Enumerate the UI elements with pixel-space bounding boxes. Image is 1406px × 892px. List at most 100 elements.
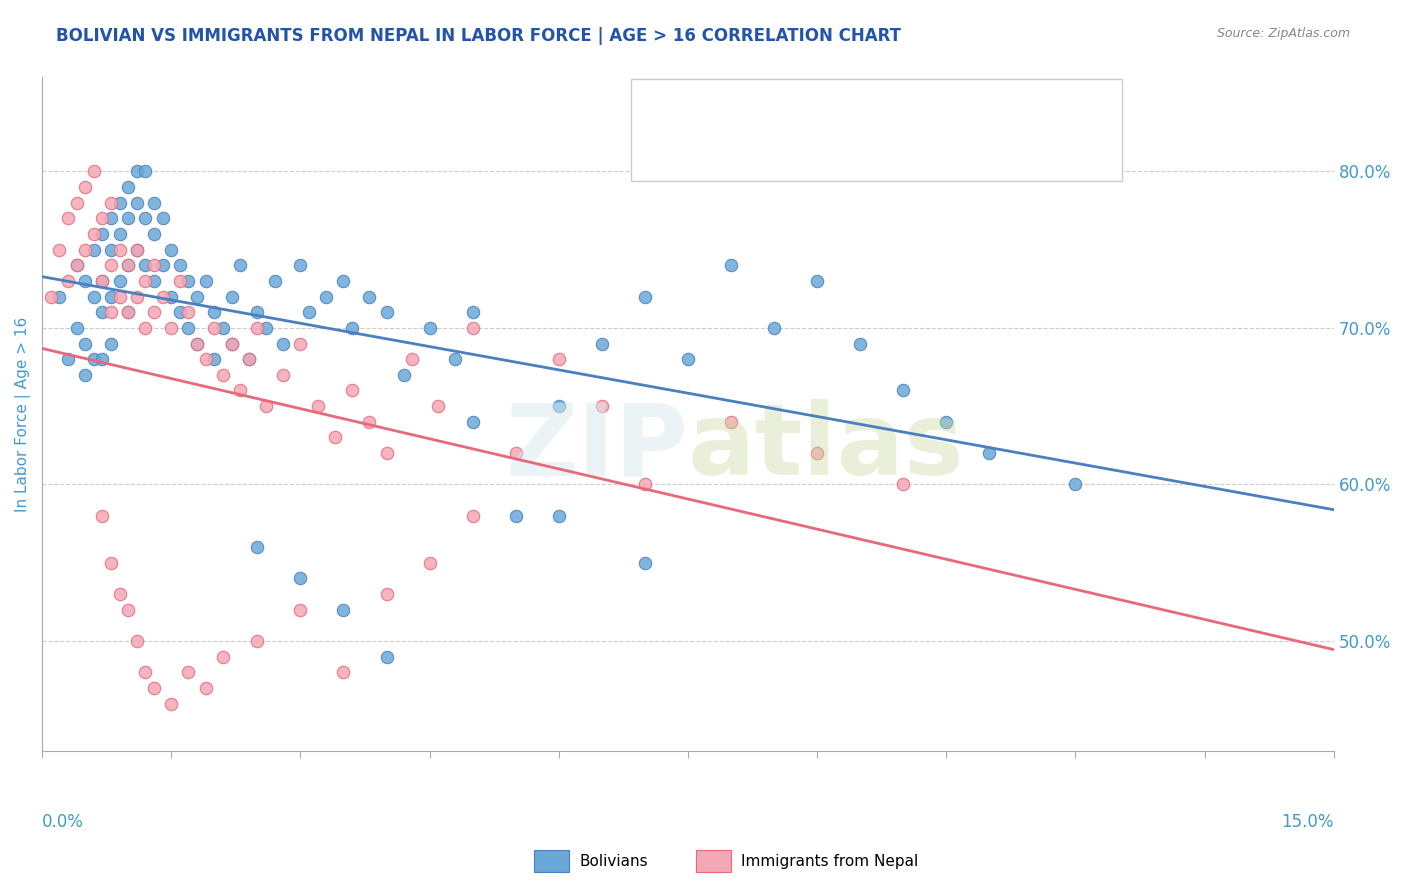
Bolivians [891, 384, 914, 398]
Immigrants from Nepal [125, 289, 148, 303]
Immigrants from Nepal [307, 399, 329, 413]
Bolivians [194, 274, 217, 288]
Text: 15.0%: 15.0% [1281, 814, 1334, 831]
Text: 0.0%: 0.0% [42, 814, 84, 831]
Immigrants from Nepal [134, 665, 156, 680]
Immigrants from Nepal [202, 321, 225, 335]
Text: BOLIVIAN VS IMMIGRANTS FROM NEPAL IN LABOR FORCE | AGE > 16 CORRELATION CHART: BOLIVIAN VS IMMIGRANTS FROM NEPAL IN LAB… [56, 27, 901, 45]
Immigrants from Nepal [48, 243, 70, 257]
Bolivians [634, 289, 657, 303]
Immigrants from Nepal [427, 399, 450, 413]
Bolivians [143, 274, 166, 288]
Bolivians [212, 321, 235, 335]
Bolivians [75, 274, 97, 288]
Bolivians [979, 446, 1001, 460]
Text: R = 0.008    N = 72: R = 0.008 N = 72 [721, 147, 858, 161]
Immigrants from Nepal [125, 634, 148, 648]
Bolivians [177, 321, 200, 335]
Immigrants from Nepal [359, 415, 381, 429]
Text: Bolivians: Bolivians [579, 855, 648, 869]
Bolivians [1064, 477, 1087, 491]
Immigrants from Nepal [91, 274, 114, 288]
Bolivians [634, 556, 657, 570]
Bar [645, 92, 707, 124]
Immigrants from Nepal [461, 508, 484, 523]
Bolivians [547, 399, 569, 413]
Bolivians [134, 211, 156, 226]
Immigrants from Nepal [83, 164, 105, 178]
Bolivians [160, 289, 183, 303]
Text: Source: ZipAtlas.com: Source: ZipAtlas.com [1216, 27, 1350, 40]
Immigrants from Nepal [254, 399, 277, 413]
Immigrants from Nepal [419, 556, 441, 570]
Bolivians [547, 508, 569, 523]
Bar [645, 138, 707, 170]
Bolivians [108, 227, 131, 241]
Bolivians [290, 571, 312, 585]
Immigrants from Nepal [75, 243, 97, 257]
Text: ZIP: ZIP [505, 399, 688, 496]
Bolivians [108, 195, 131, 210]
Immigrants from Nepal [290, 336, 312, 351]
Bolivians [298, 305, 321, 319]
Bolivians [444, 352, 467, 367]
Bolivians [263, 274, 285, 288]
Bolivians [117, 211, 139, 226]
Bolivians [221, 336, 243, 351]
Bolivians [83, 243, 105, 257]
Bolivians [117, 305, 139, 319]
Bolivians [340, 321, 363, 335]
Bolivians [763, 321, 786, 335]
Immigrants from Nepal [100, 305, 122, 319]
Immigrants from Nepal [246, 321, 269, 335]
Bolivians [117, 258, 139, 272]
Bolivians [935, 415, 957, 429]
Bolivians [246, 540, 269, 554]
Immigrants from Nepal [91, 508, 114, 523]
Bolivians [152, 211, 174, 226]
Bolivians [143, 227, 166, 241]
Immigrants from Nepal [160, 321, 183, 335]
Immigrants from Nepal [100, 195, 122, 210]
Immigrants from Nepal [125, 243, 148, 257]
Bolivians [202, 305, 225, 319]
Immigrants from Nepal [91, 211, 114, 226]
Bolivians [117, 180, 139, 194]
Bolivians [290, 258, 312, 272]
Bolivians [48, 289, 70, 303]
Bolivians [91, 305, 114, 319]
Bolivians [143, 195, 166, 210]
Bolivians [177, 274, 200, 288]
Bolivians [392, 368, 415, 382]
Immigrants from Nepal [332, 665, 354, 680]
Bolivians [806, 274, 828, 288]
Immigrants from Nepal [806, 446, 828, 460]
Immigrants from Nepal [169, 274, 191, 288]
Bolivians [169, 258, 191, 272]
Immigrants from Nepal [134, 321, 156, 335]
Bolivians [246, 305, 269, 319]
Bolivians [676, 352, 699, 367]
Immigrants from Nepal [108, 587, 131, 601]
Immigrants from Nepal [375, 587, 398, 601]
Immigrants from Nepal [152, 289, 174, 303]
Immigrants from Nepal [375, 446, 398, 460]
Bolivians [221, 289, 243, 303]
Immigrants from Nepal [221, 336, 243, 351]
Bolivians [505, 508, 527, 523]
Text: atlas: atlas [688, 399, 965, 496]
Bolivians [461, 415, 484, 429]
Immigrants from Nepal [401, 352, 423, 367]
Bolivians [332, 274, 354, 288]
Immigrants from Nepal [160, 697, 183, 711]
Bolivians [419, 321, 441, 335]
Immigrants from Nepal [134, 274, 156, 288]
Immigrants from Nepal [290, 602, 312, 616]
Immigrants from Nepal [720, 415, 742, 429]
Bolivians [91, 274, 114, 288]
Immigrants from Nepal [547, 352, 569, 367]
Immigrants from Nepal [83, 227, 105, 241]
Bolivians [75, 368, 97, 382]
Immigrants from Nepal [177, 665, 200, 680]
Bolivians [83, 352, 105, 367]
